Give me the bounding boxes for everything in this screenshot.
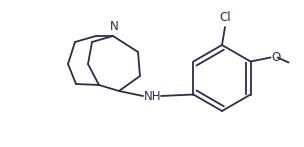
Text: Cl: Cl xyxy=(219,11,231,24)
Text: O: O xyxy=(271,51,281,64)
Text: NH: NH xyxy=(144,90,162,102)
Text: N: N xyxy=(110,20,118,33)
